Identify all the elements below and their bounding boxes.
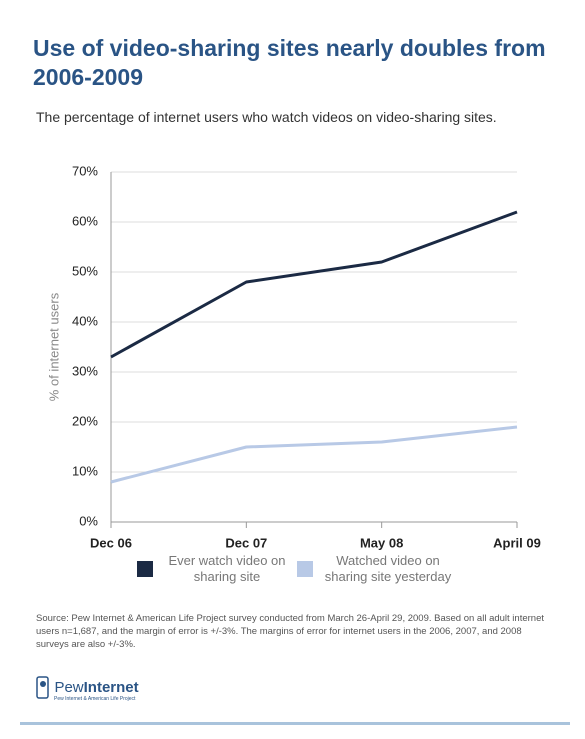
logo-icon: [36, 676, 49, 699]
y-tick-label: 0%: [79, 513, 98, 528]
y-tick-label: 20%: [72, 413, 98, 428]
y-tick-label: 60%: [72, 213, 98, 228]
y-tick-label: 30%: [72, 363, 98, 378]
logo-tagline: Pew Internet & American Life Project: [54, 696, 136, 702]
series-line: [110, 210, 518, 359]
legend-swatch: [297, 561, 313, 577]
y-axis-label: % of internet users: [46, 292, 61, 401]
x-tick-label: May 08: [360, 535, 403, 550]
y-tick-label: 40%: [72, 313, 98, 328]
legend-label: Watched video on sharing site yesterday: [324, 553, 452, 584]
x-tick-label: April 09: [493, 535, 541, 550]
series-line: [110, 425, 518, 484]
bottom-rule: [20, 722, 570, 725]
legend-label: Ever watch video on sharing site: [168, 553, 286, 584]
x-tick-label: Dec 06: [90, 535, 132, 550]
chart-title: Use of video-sharing sites nearly double…: [33, 35, 546, 90]
logo: PewInternet Pew Internet & American Life…: [36, 676, 139, 702]
logo-word: Pew: [54, 679, 84, 697]
y-tick-label: 70%: [72, 163, 98, 178]
logo-word: Internet: [83, 679, 139, 697]
y-tick-label: 10%: [72, 463, 98, 478]
source-note: Source: Pew Internet & American Life Pro…: [36, 613, 544, 650]
y-tick-label: 50%: [72, 263, 98, 278]
x-tick-label: Dec 07: [225, 535, 267, 550]
chart-subtitle: The percentage of internet users who wat…: [36, 109, 497, 125]
legend-swatch: [137, 561, 153, 577]
chart: 0% 10% 20% 30% 40% 50% 60% 70% % of internet use…: [46, 163, 541, 577]
